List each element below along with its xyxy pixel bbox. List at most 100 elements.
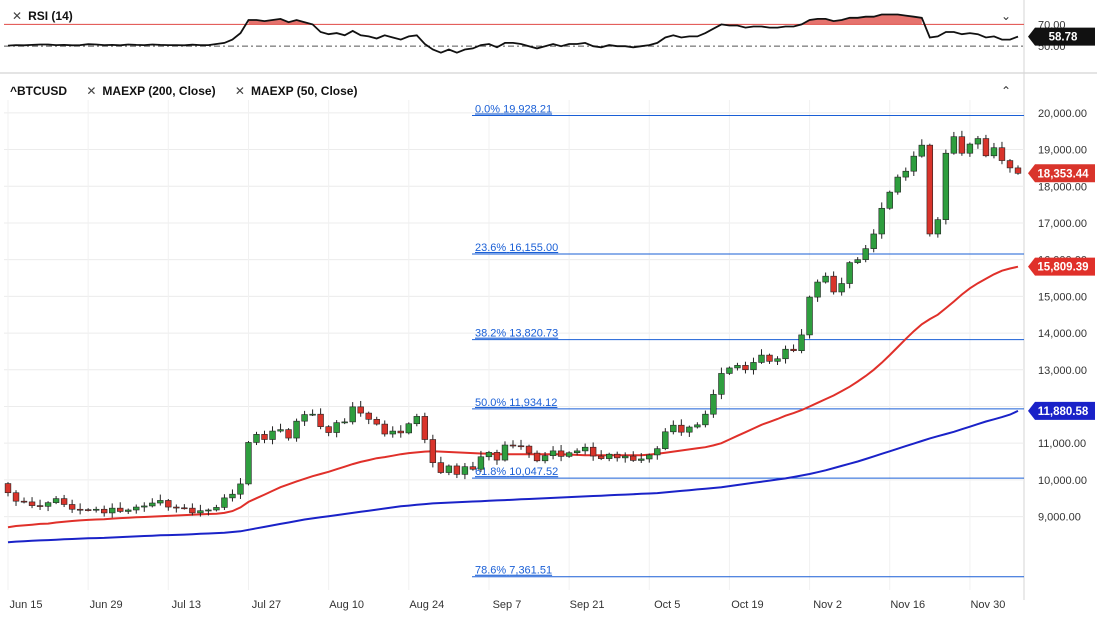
candle-up <box>92 508 100 511</box>
candle-down <box>285 429 292 439</box>
candle-up <box>565 452 573 457</box>
x-tick-label: Sep 7 <box>493 599 522 611</box>
candle-up <box>293 420 300 439</box>
x-tick-label: Oct 5 <box>654 599 680 611</box>
y-tick-label: 18,000.00 <box>1038 181 1087 193</box>
candle-up <box>966 143 974 154</box>
candle-up <box>774 358 781 362</box>
candle-up <box>485 452 493 458</box>
candle-down <box>373 419 380 425</box>
y-tick-label: 10,000.00 <box>1038 475 1087 487</box>
candle-up <box>253 434 260 443</box>
x-tick-label: Aug 10 <box>329 599 364 611</box>
candle-up <box>341 421 348 424</box>
y-tick-label: 17,000.00 <box>1038 218 1087 230</box>
candle-up <box>622 455 629 459</box>
candle-up <box>910 155 917 172</box>
candle-down <box>517 445 525 448</box>
rsi-value-tag-text: 58.78 <box>1049 32 1078 44</box>
candle-up <box>477 456 485 470</box>
fib-level-label: 0.0% 19,928.21 <box>475 103 552 115</box>
candle-down <box>20 500 28 503</box>
candle-up <box>990 147 998 157</box>
candle-down <box>76 508 84 511</box>
candle-up <box>133 506 140 511</box>
candle-up <box>581 446 589 452</box>
candle-up <box>662 431 669 449</box>
price-header: ^BTCUSD ✕ MAEXP (200, Close) ✕ MAEXP (50, … <box>10 84 357 98</box>
candle-down <box>509 444 517 447</box>
candle-up <box>309 413 316 416</box>
y-tick-label: 14,000.00 <box>1038 328 1087 340</box>
price-collapse-chevron-icon[interactable]: ⌃ <box>1001 84 1012 98</box>
candle-up <box>461 466 469 475</box>
candle-down <box>830 275 837 293</box>
candle-up <box>606 453 613 459</box>
fib-level-label: 78.6% 7,361.51 <box>475 565 552 577</box>
last-price-tag: 18,353.44 <box>1028 164 1095 183</box>
candle-down <box>742 365 749 371</box>
candle-down <box>12 492 20 502</box>
candle-up <box>221 497 228 508</box>
ema50-value-tag: 15,809.39 <box>1028 257 1095 276</box>
candle-down <box>614 453 621 459</box>
candle-up <box>573 450 581 454</box>
candle-up <box>125 509 132 512</box>
x-tick-label: Nov 30 <box>970 599 1005 611</box>
ema200-value-tag: 11,880.58 <box>1028 401 1095 420</box>
candle-down <box>790 348 797 351</box>
candle-up <box>870 233 877 249</box>
y-tick-label: 13,000.00 <box>1038 365 1087 377</box>
candle-up <box>718 373 725 395</box>
rsi-collapse-chevron-icon[interactable]: ⌄ <box>1001 9 1012 23</box>
rsi-close-icon[interactable]: ✕ <box>12 9 23 23</box>
candle-up <box>838 283 845 293</box>
candle-down <box>1014 167 1022 174</box>
candle-up <box>822 275 829 283</box>
candle-down <box>421 416 429 440</box>
study-2-close-icon[interactable]: ✕ <box>234 84 245 98</box>
candle-up <box>854 259 861 263</box>
candle-up <box>229 493 236 499</box>
y-tick-label: 15,000.00 <box>1038 291 1087 303</box>
candle-up <box>109 507 116 514</box>
candle-up <box>710 394 717 415</box>
candle-up <box>782 348 789 360</box>
candle-down <box>381 423 388 435</box>
x-tick-label: Jul 27 <box>252 599 281 611</box>
candle-down <box>357 406 364 414</box>
candle-down <box>525 445 533 454</box>
candle-up <box>141 505 148 508</box>
study-1-close-icon[interactable]: ✕ <box>86 84 97 98</box>
candle-down <box>429 439 437 463</box>
candle-up <box>638 458 645 461</box>
x-tick-label: Jun 15 <box>9 599 42 611</box>
ema50-value-tag-text: 15,809.39 <box>1037 262 1088 274</box>
rsi-value-tag: 58.78 <box>1028 27 1095 46</box>
candle-up <box>942 152 950 220</box>
candle-down <box>589 446 597 457</box>
candle-up <box>149 502 156 507</box>
x-tick-label: Jul 13 <box>172 599 201 611</box>
x-tick-label: Sep 21 <box>570 599 605 611</box>
candle-up <box>974 138 982 145</box>
candle-up <box>301 414 308 422</box>
fib-level-label: 50.0% 11,934.12 <box>475 397 557 409</box>
candle-up <box>894 176 901 193</box>
ema50-line <box>7 265 1019 529</box>
candle-up <box>846 262 853 284</box>
rsi-line <box>7 13 1019 54</box>
candle-down <box>4 483 12 494</box>
candle-up <box>886 191 893 209</box>
candle-up <box>445 465 453 473</box>
candle-down <box>998 147 1006 161</box>
candle-down <box>261 434 268 440</box>
candle-up <box>750 362 757 371</box>
candle-down <box>493 452 501 461</box>
candle-down <box>117 507 124 512</box>
y-tick-label: 19,000.00 <box>1038 145 1087 157</box>
candle-up <box>814 281 821 298</box>
fib-level-label: 61.8% 10,047.52 <box>475 466 558 478</box>
candle-down <box>557 450 565 457</box>
